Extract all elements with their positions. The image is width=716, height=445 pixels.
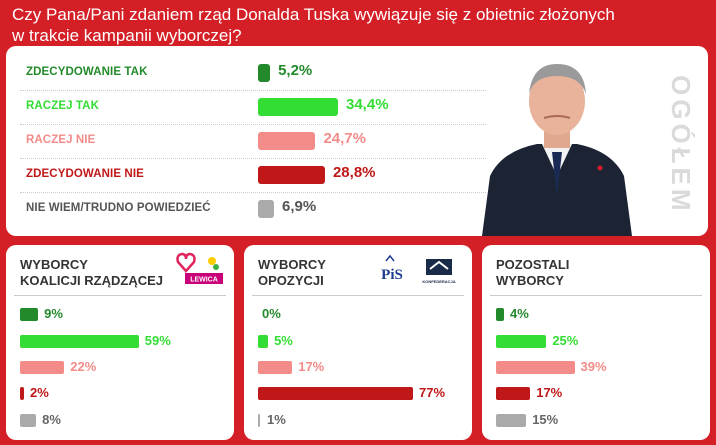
panel-row-no: 17% <box>244 359 472 377</box>
category-label: RACZEJ TAK <box>26 100 99 112</box>
value-label: 77% <box>419 385 446 400</box>
coalition-logos: LEWICA <box>176 252 223 284</box>
value-label: 59% <box>144 333 171 348</box>
bar <box>20 335 139 348</box>
panel-row-yes: 5% <box>244 333 472 351</box>
bar <box>20 361 65 374</box>
overall-row-no: RACZEJ NIE 24,7% <box>6 130 486 159</box>
value-label: 2% <box>30 385 49 400</box>
value-label: 22% <box>70 359 97 374</box>
bar <box>258 64 271 82</box>
bar <box>258 361 293 374</box>
bar <box>20 414 37 427</box>
overall-watermark: OGÓŁEM <box>666 75 696 215</box>
opposition-logos: PiS KONFEDERACJA <box>381 254 456 284</box>
category-label: ZDECYDOWANIE NIE <box>26 168 144 180</box>
svg-text:KONFEDERACJA: KONFEDERACJA <box>422 279 455 284</box>
value-label: 5,2% <box>278 62 313 79</box>
konfederacja-logo-icon: KONFEDERACJA <box>422 259 456 284</box>
value-label: 8% <box>42 412 61 427</box>
panel-row-strong-no: 2% <box>6 385 234 403</box>
survey-question-title: Czy Pana/Pani zdaniem rząd Donalda Tuska… <box>12 5 615 45</box>
bar <box>496 387 531 400</box>
panel-row-dont-know: 8% <box>6 412 234 430</box>
bar <box>496 335 547 348</box>
bar <box>258 414 260 427</box>
value-label: 4% <box>510 306 529 321</box>
bar <box>258 387 413 400</box>
panel-separator <box>14 295 226 296</box>
overall-row-dont-know: NIE WIEM/TRUDNO POWIEDZIEĆ 6,9% <box>6 198 486 220</box>
panel-row-strong-yes: 0% <box>244 306 472 324</box>
bar <box>258 98 338 116</box>
panel-row-strong-no: 77% <box>244 385 472 403</box>
row-divider <box>20 158 486 159</box>
svg-text:PiS: PiS <box>381 267 403 283</box>
panel-title: WYBORCY KOALICJI RZĄDZĄCEJ <box>20 257 164 288</box>
overall-results-panel: ZDECYDOWANIE TAK 5,2% RACZEJ TAK 34,4% RACZE… <box>6 46 708 236</box>
bar <box>258 132 316 150</box>
other-voters-panel: POZOSTALI WYBORCY 4% 25% 39% 17% 15% <box>482 245 710 440</box>
bar <box>258 335 269 348</box>
value-label: 39% <box>580 359 607 374</box>
value-label: 17% <box>536 385 563 400</box>
value-label: 5% <box>274 333 293 348</box>
overall-row-strong-no: ZDECYDOWANIE NIE 28,8% <box>6 164 486 193</box>
coalition-voters-panel: WYBORCY KOALICJI RZĄDZĄCEJ LEWICA 9% 59% 2… <box>6 245 234 440</box>
panel-row-no: 39% <box>482 359 710 377</box>
bar <box>20 387 25 400</box>
category-label: ZDECYDOWANIE TAK <box>26 66 148 78</box>
panel-row-dont-know: 1% <box>244 412 472 430</box>
bar <box>20 308 39 321</box>
panel-row-no: 22% <box>6 359 234 377</box>
pis-logo-icon: PiS <box>381 254 403 283</box>
value-label: 6,9% <box>282 198 317 215</box>
bar <box>258 166 325 184</box>
row-divider <box>20 124 486 125</box>
bar <box>496 414 527 427</box>
politician-photo <box>482 64 632 236</box>
panel-row-strong-yes: 4% <box>482 306 710 324</box>
bar <box>496 308 505 321</box>
panel-row-strong-no: 17% <box>482 385 710 403</box>
value-label: 17% <box>298 359 325 374</box>
bar <box>496 361 575 374</box>
value-label: 24,7% <box>323 130 366 147</box>
panel-row-dont-know: 15% <box>482 412 710 430</box>
lewica-logo <box>185 273 223 284</box>
heart-logo-icon <box>176 252 196 273</box>
value-label: 9% <box>44 306 63 321</box>
panel-row-strong-yes: 9% <box>6 306 234 324</box>
svg-text:LEWICA: LEWICA <box>190 277 218 284</box>
category-label: RACZEJ NIE <box>26 134 96 146</box>
overall-row-strong-yes: ZDECYDOWANIE TAK 5,2% <box>6 62 486 91</box>
row-divider <box>20 192 486 193</box>
value-label: 15% <box>532 412 559 427</box>
category-label: NIE WIEM/TRUDNO POWIEDZIEĆ <box>26 202 211 214</box>
row-divider <box>20 90 486 91</box>
panel-title: POZOSTALI WYBORCY <box>496 257 570 288</box>
panel-separator <box>252 295 464 296</box>
opposition-voters-panel: WYBORCY OPOZYCJI PiS KONFEDERACJA 0% 5% 17… <box>244 245 472 440</box>
clover-logo-icon <box>208 257 216 265</box>
panel-separator <box>490 295 702 296</box>
value-label: 34,4% <box>346 96 389 113</box>
value-label: 0% <box>262 306 281 321</box>
bar <box>258 200 275 218</box>
panel-row-yes: 25% <box>482 333 710 351</box>
overall-row-yes: RACZEJ TAK 34,4% <box>6 96 486 125</box>
panel-row-yes: 59% <box>6 333 234 351</box>
value-label: 28,8% <box>332 164 376 181</box>
panel-title: WYBORCY OPOZYCJI <box>258 257 326 288</box>
value-label: 1% <box>267 412 286 427</box>
value-label: 25% <box>552 333 579 348</box>
